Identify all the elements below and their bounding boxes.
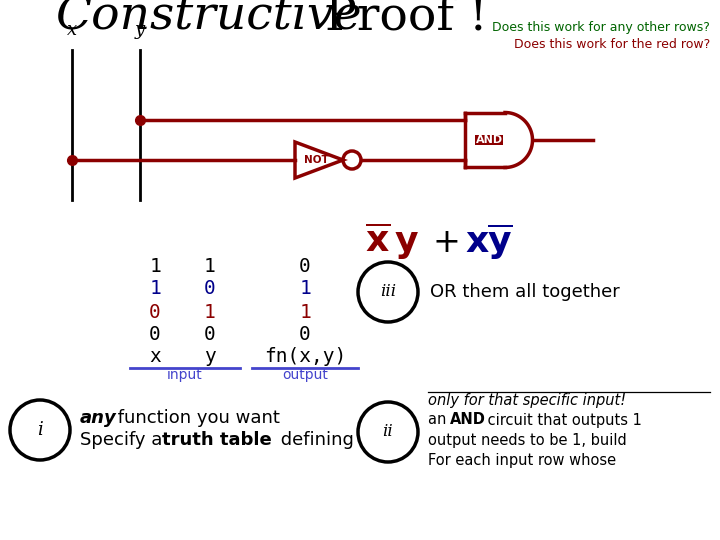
- Text: NOT: NOT: [305, 155, 329, 165]
- Text: an: an: [428, 413, 451, 428]
- Text: function you want: function you want: [112, 409, 280, 427]
- Text: x: x: [67, 21, 77, 39]
- Text: truth table: truth table: [162, 431, 271, 449]
- Text: output: output: [282, 368, 328, 382]
- Text: AND: AND: [475, 135, 503, 145]
- Text: ii: ii: [382, 423, 393, 441]
- Text: fn(x,y): fn(x,y): [264, 348, 346, 367]
- Text: Proof !: Proof !: [310, 0, 487, 40]
- Text: 1: 1: [204, 302, 216, 321]
- Text: Does this work for any other rows?: Does this work for any other rows?: [492, 22, 710, 35]
- Text: For each input row whose: For each input row whose: [428, 453, 616, 468]
- Text: only for that specific input!: only for that specific input!: [428, 393, 626, 408]
- Text: 0: 0: [149, 326, 161, 345]
- Text: 0: 0: [299, 326, 311, 345]
- Text: any: any: [80, 409, 117, 427]
- Text: x: x: [149, 348, 161, 367]
- Text: y: y: [135, 21, 145, 39]
- Text: 0: 0: [204, 326, 216, 345]
- Text: 1: 1: [299, 302, 311, 321]
- Text: input: input: [167, 368, 203, 382]
- Text: output needs to be 1, build: output needs to be 1, build: [428, 433, 626, 448]
- Text: 0: 0: [204, 280, 216, 299]
- Text: y: y: [204, 348, 216, 367]
- Text: iii: iii: [380, 284, 396, 300]
- Text: Specify a: Specify a: [80, 431, 168, 449]
- Text: y: y: [395, 225, 418, 259]
- Text: 0: 0: [149, 302, 161, 321]
- Text: circuit that outputs 1: circuit that outputs 1: [483, 413, 642, 428]
- Text: 1: 1: [299, 280, 311, 299]
- Text: +: +: [433, 226, 461, 259]
- Text: 1: 1: [204, 256, 216, 275]
- Text: AND: AND: [450, 413, 486, 428]
- Text: i: i: [37, 421, 43, 439]
- Text: 0: 0: [299, 256, 311, 275]
- Text: Does this work for the red row?: Does this work for the red row?: [514, 38, 710, 51]
- Text: OR them all together: OR them all together: [430, 283, 620, 301]
- Text: Constructive: Constructive: [55, 0, 361, 40]
- Text: x: x: [465, 225, 488, 259]
- Text: $\overline{\mathbf{y}}$: $\overline{\mathbf{y}}$: [487, 222, 513, 262]
- Text: 1: 1: [149, 280, 161, 299]
- Text: 1: 1: [149, 256, 161, 275]
- Text: defining: defining: [275, 431, 354, 449]
- Text: $\overline{\mathbf{x}}$: $\overline{\mathbf{x}}$: [365, 225, 390, 259]
